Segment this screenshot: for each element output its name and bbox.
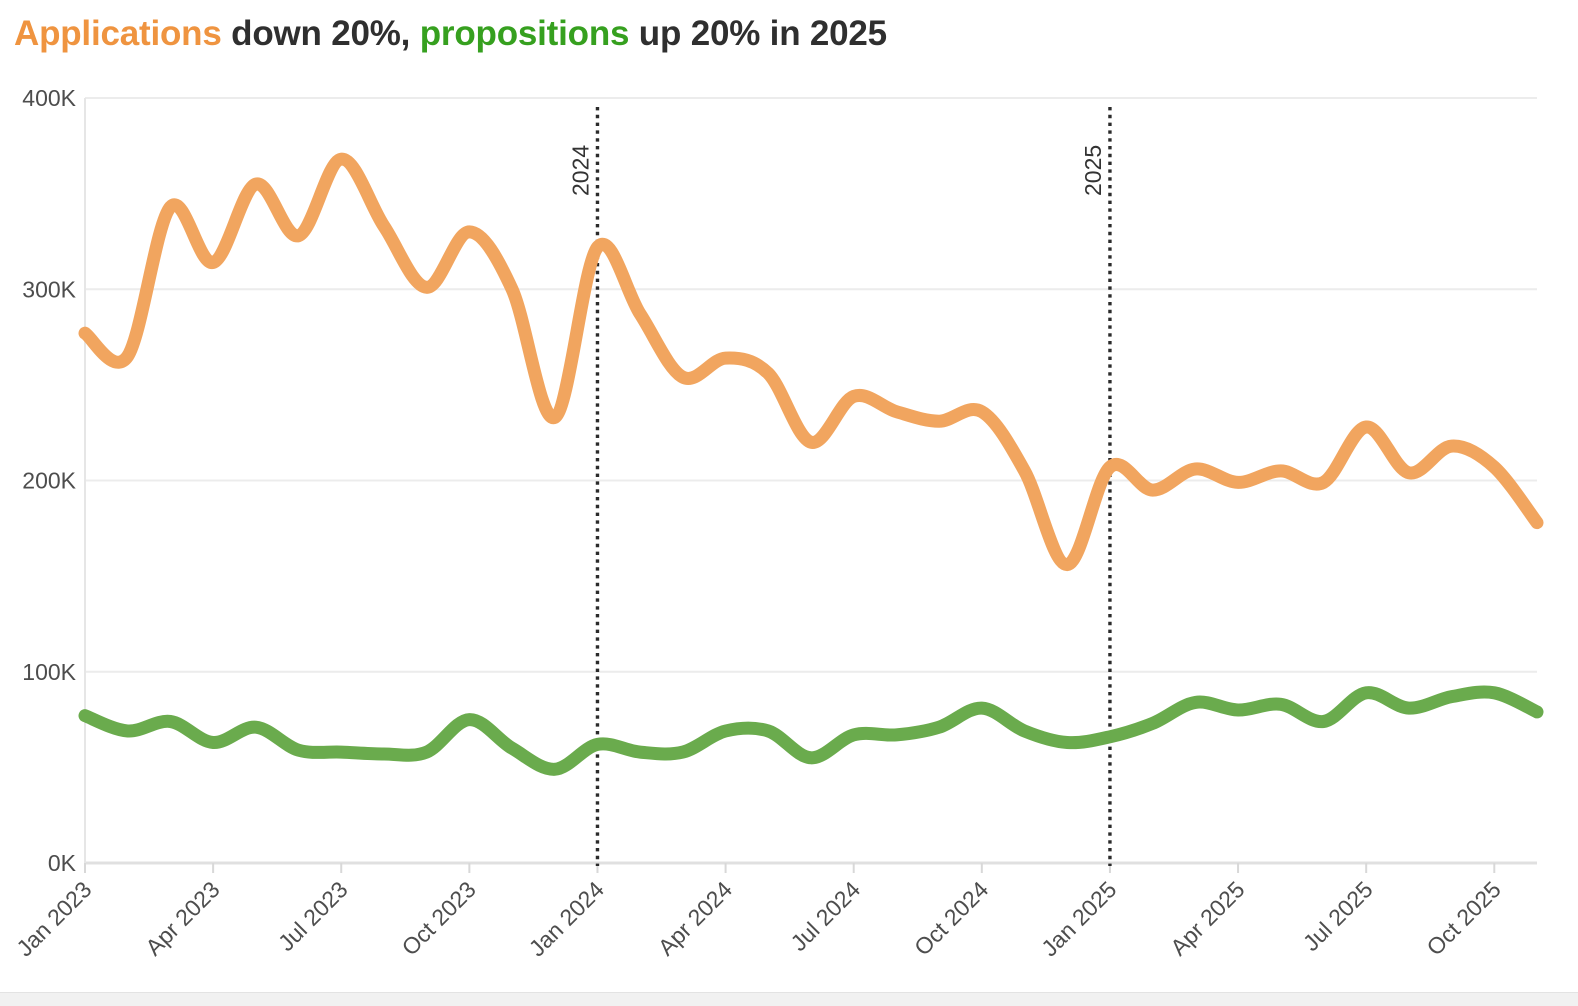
title-segment-propositions: propositions bbox=[419, 14, 630, 53]
chart-title: Applications down 20%, propositions up 2… bbox=[14, 14, 887, 54]
x-axis-label-Jan 2024: Jan 2024 bbox=[524, 876, 609, 961]
propositions-line bbox=[78, 685, 1544, 776]
x-axis-label-Jan 2025: Jan 2025 bbox=[1036, 876, 1121, 961]
applications-line bbox=[78, 152, 1544, 572]
x-axis-label-Jan 2023: Jan 2023 bbox=[11, 876, 96, 961]
year-label-2025: 2025 bbox=[1080, 145, 1106, 196]
x-axis-label-Apr 2024: Apr 2024 bbox=[653, 876, 738, 961]
y-axis-label-200K: 200K bbox=[22, 468, 76, 494]
y-axis-label-300K: 300K bbox=[22, 276, 76, 302]
title-segment-up: up 20% in 2025 bbox=[629, 14, 887, 53]
x-axis-label-Apr 2023: Apr 2023 bbox=[140, 876, 224, 960]
x-axis-label-Apr 2025: Apr 2025 bbox=[1165, 876, 1249, 960]
footer-bar bbox=[0, 992, 1578, 1006]
x-axis-label-Jul 2025: Jul 2025 bbox=[1298, 876, 1378, 956]
x-axis-label-Oct 2025: Oct 2025 bbox=[1421, 876, 1505, 960]
x-axis-label-Oct 2024: Oct 2024 bbox=[909, 876, 994, 961]
title-segment-down: down 20%, bbox=[221, 14, 420, 53]
year-label-2024: 2024 bbox=[567, 145, 593, 196]
x-axis-label-Jul 2023: Jul 2023 bbox=[273, 876, 353, 956]
y-axis-label-400K: 400K bbox=[22, 85, 76, 111]
y-axis-label-0K: 0K bbox=[48, 850, 77, 876]
y-axis-label-100K: 100K bbox=[22, 659, 76, 685]
x-axis-label-Oct 2023: Oct 2023 bbox=[396, 876, 480, 960]
title-segment-applications: Applications bbox=[14, 14, 222, 53]
x-axis-label-Jul 2024: Jul 2024 bbox=[785, 876, 865, 956]
